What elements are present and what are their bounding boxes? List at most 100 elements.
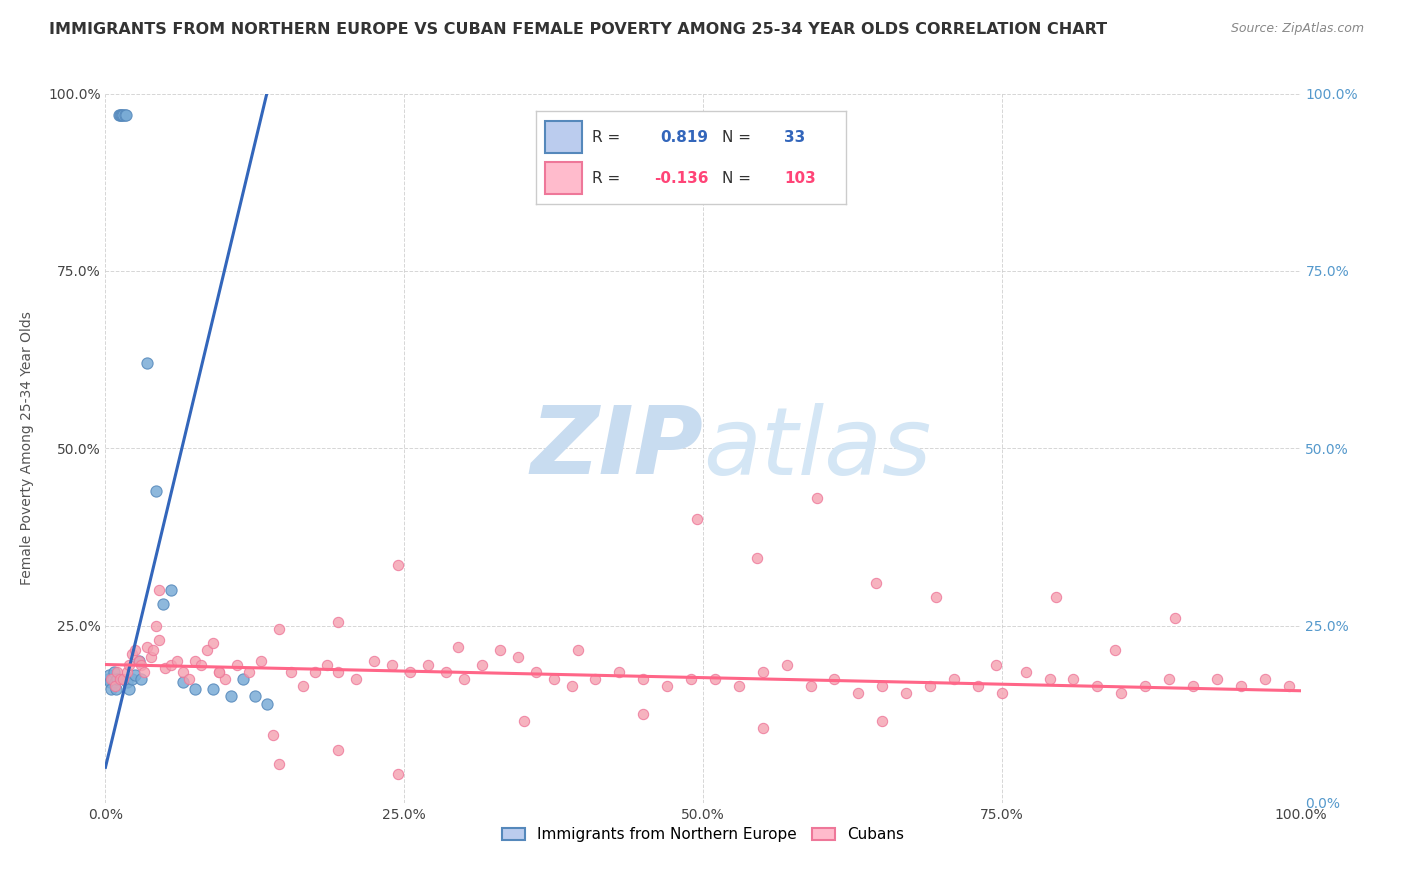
- Point: [1181, 679, 1204, 693]
- Point: [107, 672, 129, 686]
- Point: [160, 583, 183, 598]
- Point: [97, 672, 120, 686]
- Point: [142, 643, 165, 657]
- Point: [172, 665, 194, 679]
- Point: [328, 742, 350, 756]
- Text: IMMIGRANTS FROM NORTHERN EUROPE VS CUBAN FEMALE POVERTY AMONG 25-34 YEAR OLDS CO: IMMIGRANTS FROM NORTHERN EUROPE VS CUBAN…: [49, 22, 1108, 37]
- Point: [108, 672, 131, 686]
- Point: [128, 654, 150, 668]
- Point: [145, 618, 167, 632]
- Point: [225, 657, 249, 672]
- Point: [101, 672, 124, 686]
- Point: [136, 640, 159, 654]
- Point: [202, 682, 225, 697]
- Point: [115, 675, 138, 690]
- Point: [513, 714, 536, 729]
- Point: [118, 682, 141, 697]
- Point: [195, 643, 218, 657]
- Point: [148, 583, 170, 598]
- Point: [145, 483, 167, 498]
- Point: [166, 654, 188, 668]
- Point: [98, 675, 121, 690]
- Point: [104, 679, 127, 693]
- Point: [108, 108, 131, 122]
- Point: [453, 672, 475, 686]
- Text: Source: ZipAtlas.com: Source: ZipAtlas.com: [1230, 22, 1364, 36]
- Point: [238, 665, 260, 679]
- Point: [447, 640, 470, 654]
- Point: [471, 657, 494, 672]
- Point: [107, 665, 129, 679]
- Point: [524, 665, 547, 679]
- Point: [328, 615, 350, 629]
- Point: [1206, 672, 1229, 686]
- Point: [208, 665, 231, 679]
- Point: [190, 657, 212, 672]
- Point: [256, 697, 278, 711]
- Point: [98, 668, 121, 682]
- Point: [776, 657, 799, 672]
- Point: [103, 665, 125, 679]
- Point: [387, 767, 409, 781]
- Point: [585, 672, 607, 686]
- Point: [291, 679, 314, 693]
- Point: [896, 686, 918, 700]
- Point: [686, 512, 709, 526]
- Point: [633, 672, 655, 686]
- Point: [346, 672, 368, 686]
- Point: [1277, 679, 1299, 693]
- Point: [865, 576, 887, 591]
- Point: [250, 654, 273, 668]
- Point: [824, 672, 846, 686]
- Point: [418, 657, 440, 672]
- Point: [681, 672, 703, 686]
- Point: [121, 672, 143, 686]
- Point: [177, 672, 201, 686]
- Point: [267, 756, 290, 771]
- Point: [1254, 672, 1277, 686]
- Point: [1063, 672, 1085, 686]
- Point: [115, 665, 138, 679]
- Point: [184, 682, 207, 697]
- Point: [328, 665, 350, 679]
- Point: [100, 682, 122, 697]
- Point: [560, 679, 583, 693]
- Point: [152, 597, 174, 611]
- Point: [567, 643, 589, 657]
- Point: [1045, 590, 1067, 604]
- Point: [172, 675, 194, 690]
- Point: [751, 722, 773, 736]
- Point: [543, 672, 565, 686]
- Point: [136, 356, 159, 370]
- Point: [124, 668, 146, 682]
- Point: [304, 665, 326, 679]
- Point: [633, 707, 655, 722]
- Point: [1085, 679, 1108, 693]
- Point: [104, 675, 127, 690]
- Point: [704, 672, 727, 686]
- Point: [280, 665, 302, 679]
- Point: [121, 647, 143, 661]
- Point: [148, 632, 170, 647]
- Point: [219, 690, 242, 704]
- Point: [728, 679, 751, 693]
- Point: [184, 654, 207, 668]
- Point: [1014, 665, 1036, 679]
- Point: [846, 686, 869, 700]
- Point: [105, 682, 128, 697]
- Point: [214, 672, 236, 686]
- Point: [129, 672, 153, 686]
- Point: [202, 636, 225, 650]
- Point: [751, 665, 773, 679]
- Point: [387, 558, 409, 573]
- Legend: Immigrants from Northern Europe, Cubans: Immigrants from Northern Europe, Cubans: [496, 822, 910, 848]
- Point: [112, 108, 135, 122]
- Point: [153, 661, 177, 675]
- Point: [984, 657, 1007, 672]
- Point: [118, 657, 141, 672]
- Point: [208, 665, 231, 679]
- Point: [112, 672, 135, 686]
- Point: [129, 657, 153, 672]
- Point: [111, 108, 134, 122]
- Point: [399, 665, 422, 679]
